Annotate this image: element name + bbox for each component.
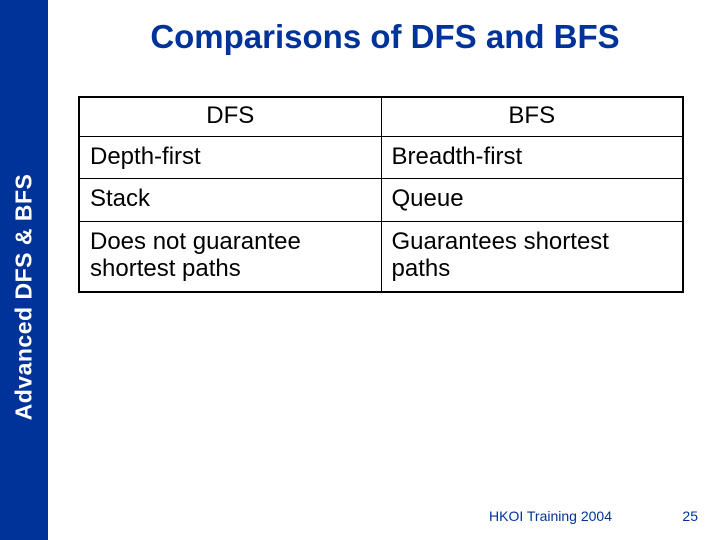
table-header-dfs: DFS	[79, 97, 381, 136]
table-header-bfs: BFS	[381, 97, 683, 136]
table-cell-bfs: Breadth-first	[381, 136, 683, 179]
table-row: Does not guarantee shortest paths Guaran…	[79, 221, 683, 292]
footer-page-number: 25	[682, 508, 698, 524]
footer-source: HKOI Training 2004	[489, 508, 612, 524]
table-cell-dfs: Stack	[79, 179, 381, 222]
sidebar-label: Advanced DFS & BFS	[11, 174, 38, 421]
table-cell-bfs: Guarantees shortest paths	[381, 221, 683, 292]
table-cell-bfs: Queue	[381, 179, 683, 222]
page-title: Comparisons of DFS and BFS	[60, 18, 710, 56]
table-row: Stack Queue	[79, 179, 683, 222]
table-row: Depth-first Breadth-first	[79, 136, 683, 179]
comparison-table: DFS BFS Depth-first Breadth-first Stack …	[78, 96, 684, 293]
table-cell-dfs: Does not guarantee shortest paths	[79, 221, 381, 292]
sidebar: Advanced DFS & BFS	[0, 0, 48, 540]
table-cell-dfs: Depth-first	[79, 136, 381, 179]
table-header-row: DFS BFS	[79, 97, 683, 136]
